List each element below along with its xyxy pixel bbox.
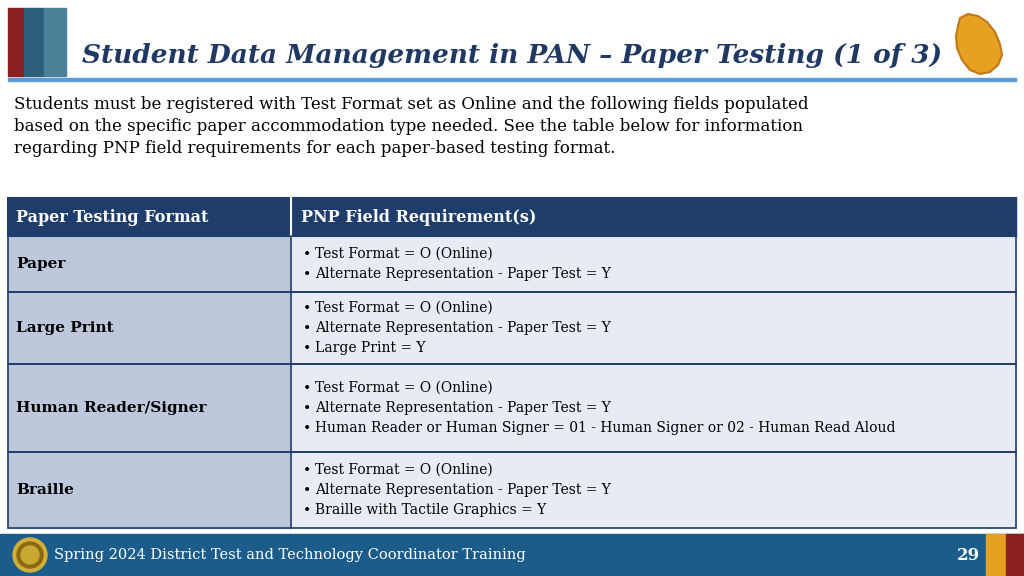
Text: •: • — [303, 421, 311, 435]
Text: Human Reader or Human Signer = 01 - Human Signer or 02 - Human Read Aloud: Human Reader or Human Signer = 01 - Huma… — [315, 421, 896, 435]
Text: Test Format = O (Online): Test Format = O (Online) — [315, 381, 493, 395]
Text: based on the specific paper accommodation type needed. See the table below for i: based on the specific paper accommodatio… — [14, 118, 803, 135]
Bar — [8, 78, 1016, 81]
Text: •: • — [303, 463, 311, 477]
Text: Test Format = O (Online): Test Format = O (Online) — [315, 463, 493, 477]
Text: PNP Field Requirement(s): PNP Field Requirement(s) — [301, 209, 537, 225]
Bar — [8, 452, 291, 528]
Bar — [291, 364, 1016, 452]
Text: regarding PNP field requirements for each paper-based testing format.: regarding PNP field requirements for eac… — [14, 140, 615, 157]
Text: Paper Testing Format: Paper Testing Format — [16, 209, 208, 225]
Circle shape — [13, 538, 47, 572]
Text: 29: 29 — [956, 547, 980, 563]
Text: •: • — [303, 341, 311, 355]
Text: •: • — [303, 301, 311, 315]
Bar — [8, 364, 291, 452]
Text: •: • — [303, 247, 311, 261]
Text: Alternate Representation - Paper Test = Y: Alternate Representation - Paper Test = … — [315, 401, 611, 415]
Text: •: • — [303, 483, 311, 497]
Text: Large Print = Y: Large Print = Y — [315, 341, 426, 355]
Text: Students must be registered with Test Format set as Online and the following fie: Students must be registered with Test Fo… — [14, 96, 809, 113]
Text: •: • — [303, 267, 311, 281]
Text: Large Print: Large Print — [16, 321, 114, 335]
Circle shape — [22, 546, 39, 564]
Text: •: • — [303, 401, 311, 415]
Bar — [291, 236, 1016, 292]
Text: Student Data Management in PAN – Paper Testing (1 of 3): Student Data Management in PAN – Paper T… — [82, 44, 942, 69]
Bar — [8, 198, 1016, 236]
Bar — [8, 236, 291, 292]
Text: Test Format = O (Online): Test Format = O (Online) — [315, 247, 493, 261]
Bar — [0, 534, 1024, 576]
Text: Alternate Representation - Paper Test = Y: Alternate Representation - Paper Test = … — [315, 483, 611, 497]
Bar — [986, 534, 1006, 576]
Text: Human Reader/Signer: Human Reader/Signer — [16, 401, 207, 415]
Text: •: • — [303, 321, 311, 335]
Polygon shape — [956, 14, 1002, 74]
Text: •: • — [303, 503, 311, 517]
Text: Alternate Representation - Paper Test = Y: Alternate Representation - Paper Test = … — [315, 321, 611, 335]
Text: Spring 2024 District Test and Technology Coordinator Training: Spring 2024 District Test and Technology… — [54, 548, 525, 562]
Bar — [291, 292, 1016, 364]
Text: •: • — [303, 381, 311, 395]
Text: Test Format = O (Online): Test Format = O (Online) — [315, 301, 493, 315]
Bar — [8, 364, 1016, 452]
Bar — [8, 236, 1016, 292]
Bar — [44, 8, 66, 76]
Bar — [8, 198, 1016, 236]
Bar — [1006, 534, 1024, 576]
Bar — [24, 8, 44, 76]
Bar — [8, 452, 1016, 528]
Bar — [8, 292, 1016, 364]
Text: Paper: Paper — [16, 257, 66, 271]
Text: Braille: Braille — [16, 483, 74, 497]
Bar — [8, 292, 291, 364]
Text: Alternate Representation - Paper Test = Y: Alternate Representation - Paper Test = … — [315, 267, 611, 281]
Bar — [8, 8, 24, 76]
Text: Braille with Tactile Graphics = Y: Braille with Tactile Graphics = Y — [315, 503, 546, 517]
Bar — [291, 452, 1016, 528]
Circle shape — [17, 542, 43, 568]
